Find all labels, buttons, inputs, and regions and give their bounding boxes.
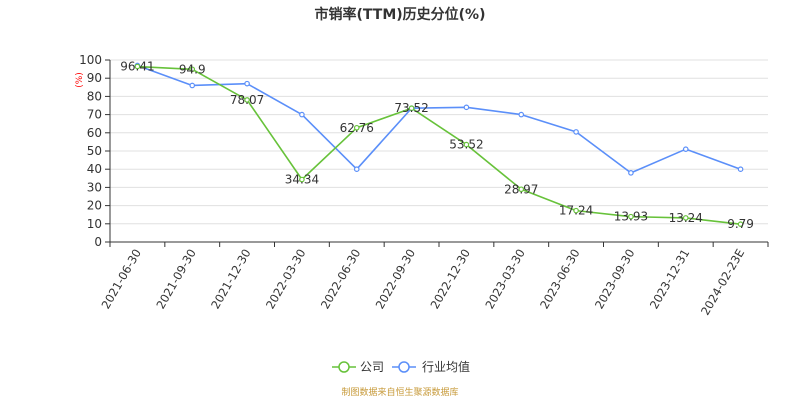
x-tick-label: 2023-12-31 (647, 247, 693, 312)
legend-industry-marker (398, 361, 410, 373)
series-lines (137, 64, 741, 225)
x-tick-label: 2022-06-30 (318, 247, 364, 312)
x-tick-label: 2023-06-30 (537, 247, 583, 312)
data-point-company[interactable] (628, 213, 634, 220)
data-label: 13.93 (614, 210, 648, 224)
data-point-company[interactable] (189, 66, 196, 73)
y-tick-label: 30 (87, 180, 102, 194)
data-label: 73.52 (394, 101, 428, 115)
data-point-company[interactable] (299, 176, 305, 183)
data-point-industry[interactable] (573, 129, 579, 135)
x-tick-label: 2023-09-30 (592, 247, 638, 312)
data-label: 17.24 (559, 204, 593, 218)
legend: 公司 行业均值 (332, 359, 470, 374)
x-tick-label: 2023-03-30 (482, 247, 528, 312)
data-point-company[interactable] (244, 97, 250, 103)
y-tick-label: 20 (87, 199, 102, 213)
grid-lines (110, 59, 768, 225)
data-point-industry[interactable] (353, 166, 360, 173)
y-tick-label: 0 (94, 235, 102, 249)
data-source-note: 制图数据来自恒生聚源数据库 (341, 386, 458, 398)
y-axis-ticks: 0 10 20 30 40 50 60 70 80 90 100 (79, 53, 110, 249)
data-point-industry[interactable] (244, 80, 250, 87)
x-tick-label: 2022-03-30 (263, 247, 309, 312)
x-tick-label: 2024-02-23E (698, 247, 747, 318)
y-tick-label: 40 (87, 162, 102, 176)
data-point-industry[interactable] (189, 82, 196, 89)
x-axis-ticks: 2021-06-30 2021-09-30 2021-12-30 2022-03-30… (98, 242, 769, 318)
data-labels: 96.41 94.9 78.07 34.34 62.76 73.52 53.52 28.97 1… (120, 60, 754, 232)
data-label: 34.34 (285, 173, 319, 187)
data-label: 13.24 (669, 211, 703, 225)
data-point-company[interactable] (134, 63, 141, 70)
data-label: 96.41 (120, 60, 154, 74)
data-label: 9.79 (727, 217, 754, 231)
data-point-industry[interactable] (299, 111, 305, 118)
chart-title: 市销率(TTM)历史分位(%) (315, 6, 486, 23)
data-point-industry[interactable] (737, 166, 744, 173)
data-point-company[interactable] (737, 221, 744, 227)
data-point-company[interactable] (518, 186, 525, 193)
data-point-company[interactable] (573, 207, 579, 214)
y-tick-label: 80 (87, 89, 102, 103)
x-tick-label: 2022-09-30 (373, 247, 419, 312)
x-tick-label: 2021-06-30 (98, 247, 144, 312)
y-tick-label: 50 (87, 144, 102, 158)
data-label: 28.97 (504, 182, 538, 196)
data-point-industry[interactable] (628, 170, 634, 176)
data-point-company[interactable] (682, 215, 689, 221)
x-tick-label: 2021-09-30 (153, 247, 199, 312)
legend-item-industry[interactable]: 行业均值 (392, 359, 470, 374)
data-point-industry[interactable] (518, 111, 525, 118)
y-axis-unit: (%) (75, 72, 85, 88)
data-label: 62.76 (340, 121, 374, 135)
data-label: 53.52 (449, 138, 483, 152)
data-label: 94.9 (179, 62, 206, 76)
y-tick-label: 70 (87, 108, 102, 122)
y-tick-label: 60 (87, 126, 102, 140)
y-tick-label: 90 (87, 71, 102, 85)
legend-industry-label: 行业均值 (422, 359, 470, 374)
data-label: 78.07 (230, 93, 264, 107)
data-point-company[interactable] (408, 105, 415, 111)
x-tick-label: 2021-12-30 (208, 246, 254, 311)
y-tick-label: 10 (87, 217, 102, 231)
data-point-industry[interactable] (463, 104, 470, 111)
legend-item-company[interactable]: 公司 (332, 360, 384, 374)
series-line-industry (137, 64, 741, 174)
y-tick-label: 100 (79, 53, 102, 67)
data-point-company[interactable] (353, 124, 360, 131)
data-point-company[interactable] (463, 141, 470, 148)
data-point-industry[interactable] (682, 146, 689, 152)
x-tick-label: 2022-12-30 (427, 246, 473, 311)
legend-company-label: 公司 (360, 360, 384, 374)
series-points (134, 62, 744, 227)
series-line-company (137, 65, 741, 225)
legend-company-marker (338, 361, 350, 373)
